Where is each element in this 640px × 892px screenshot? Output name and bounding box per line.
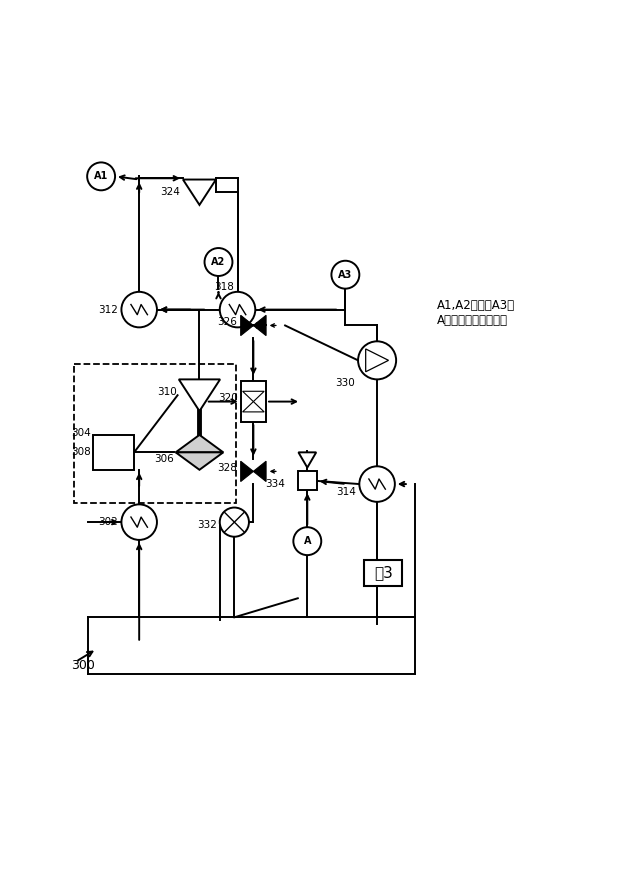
Text: 326: 326: [218, 318, 237, 327]
Text: 334: 334: [265, 479, 285, 489]
Polygon shape: [253, 461, 266, 482]
Polygon shape: [175, 452, 223, 470]
Bar: [93, 435, 134, 470]
Text: 320: 320: [218, 393, 237, 403]
Circle shape: [332, 260, 359, 289]
Circle shape: [122, 292, 157, 327]
Polygon shape: [241, 461, 253, 482]
Circle shape: [87, 162, 115, 190]
Text: 300: 300: [71, 658, 95, 672]
Text: A: A: [303, 536, 311, 546]
Text: A1,A2およびA3は
Aと接続する代替位置: A1,A2およびA3は Aと接続する代替位置: [437, 299, 515, 326]
Polygon shape: [243, 392, 264, 401]
Circle shape: [220, 508, 249, 537]
Text: 306: 306: [154, 454, 174, 464]
Text: 330: 330: [335, 377, 355, 387]
Text: A2: A2: [211, 257, 226, 267]
Circle shape: [359, 467, 395, 502]
Text: A1: A1: [94, 171, 108, 181]
Text: 318: 318: [214, 283, 234, 293]
Polygon shape: [298, 452, 316, 467]
Circle shape: [358, 342, 396, 379]
Polygon shape: [175, 435, 223, 452]
Text: 図3: 図3: [374, 566, 393, 581]
Bar: [364, 560, 403, 585]
Text: 324: 324: [161, 187, 180, 197]
Bar: [241, 381, 266, 422]
Text: 310: 310: [157, 387, 177, 397]
Bar: [298, 471, 317, 491]
Polygon shape: [179, 379, 220, 411]
Text: 308: 308: [71, 448, 91, 458]
Circle shape: [220, 292, 255, 327]
Text: 332: 332: [196, 520, 216, 531]
Text: A3: A3: [339, 269, 353, 280]
Text: 328: 328: [218, 463, 237, 473]
Text: 302: 302: [99, 517, 118, 527]
Circle shape: [122, 504, 157, 540]
Polygon shape: [183, 179, 216, 205]
Circle shape: [293, 527, 321, 555]
Polygon shape: [365, 349, 388, 372]
Bar: [74, 364, 236, 503]
Text: 304: 304: [71, 428, 91, 438]
Circle shape: [205, 248, 232, 276]
Polygon shape: [243, 401, 264, 412]
Polygon shape: [241, 315, 253, 335]
Text: 312: 312: [99, 304, 118, 315]
Text: 314: 314: [336, 487, 356, 497]
Polygon shape: [253, 315, 266, 335]
